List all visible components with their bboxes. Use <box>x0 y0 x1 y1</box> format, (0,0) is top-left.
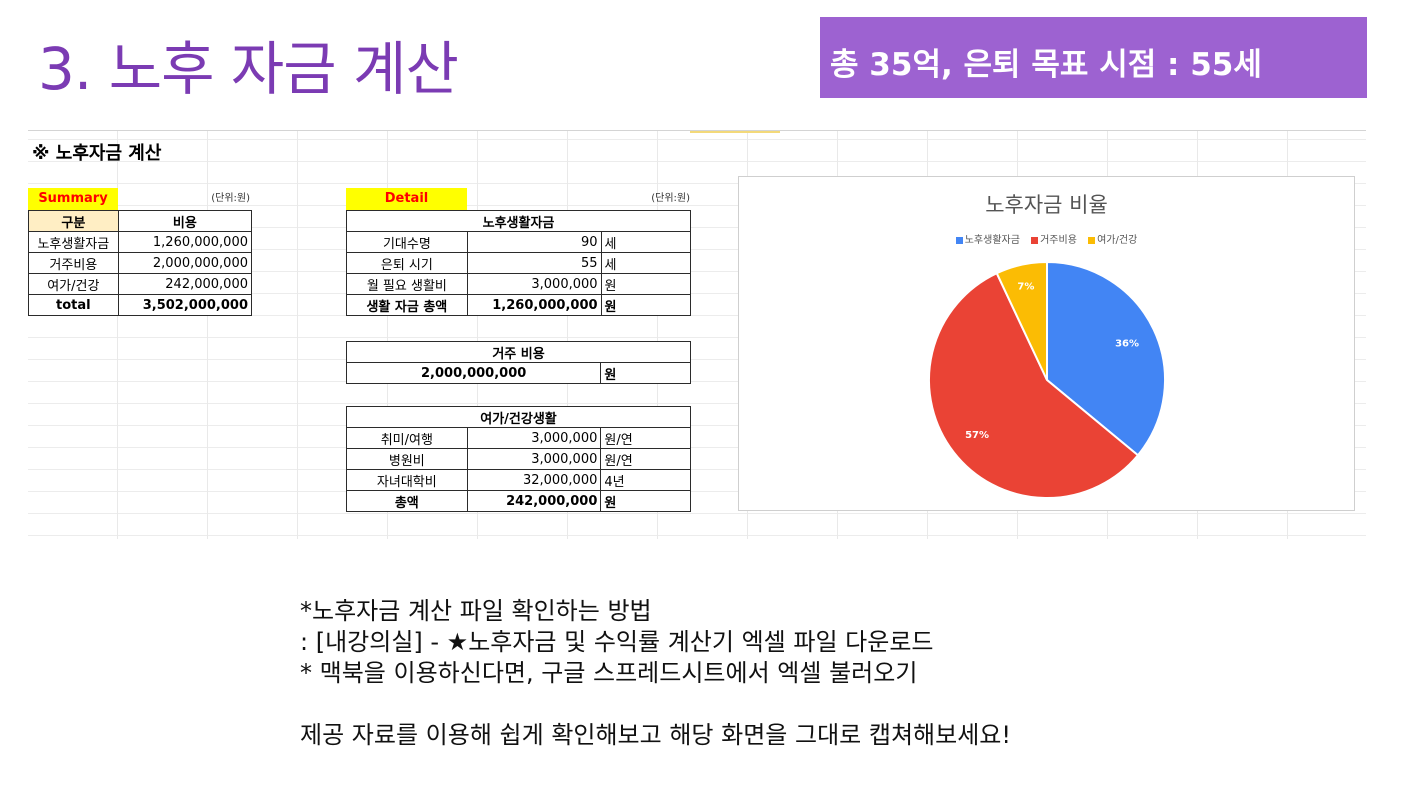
detail-item: 은퇴 시기 <box>346 252 468 274</box>
housing-header: 거주 비용 <box>346 341 691 363</box>
detail-unit-cell: 세 <box>600 231 692 253</box>
summary-total-label: total <box>28 294 119 316</box>
detail-unit-cell: 원/연 <box>600 448 691 470</box>
table-row: 자녀대학비 32,000,000 4년 <box>346 469 691 491</box>
pie-label-0: 36% <box>1115 338 1139 349</box>
spreadsheet-screenshot: ※ 노후자금 계산 Summary (단위:원) 구분 비용 노후생활자금 1,… <box>28 130 1366 539</box>
note-line: *노후자금 계산 파일 확인하는 방법 <box>300 597 652 625</box>
pie-slice-1[interactable] <box>928 271 1140 499</box>
goal-banner: 총 35억, 은퇴 목표 시점 : 55세 <box>820 17 1367 98</box>
summary-table: 구분 비용 노후생활자금 1,260,000,000 거주비용 2,000,00… <box>28 210 253 316</box>
detail-total-value: 1,260,000,000 <box>466 294 602 316</box>
detail-unit-cell: 원/연 <box>600 427 691 449</box>
legend-item: 여가/건강 <box>1088 231 1137 246</box>
detail-total-value: 242,000,000 <box>466 490 602 512</box>
note-line: : [내강의실] - ★노후자금 및 수익률 계산기 엑셀 파일 다운로드 <box>300 628 934 656</box>
summary-header-row: 구분 비용 <box>28 210 253 232</box>
table-row: 병원비 3,000,000 원/연 <box>346 448 691 470</box>
detail-total-label: 생활 자금 총액 <box>346 294 468 316</box>
pie-slice-0[interactable] <box>1046 260 1166 457</box>
legend-swatch-0 <box>955 236 963 244</box>
detail-value: 32,000,000 <box>466 469 602 491</box>
summary-label: Summary <box>28 188 118 210</box>
detail-value: 3,000,000 <box>466 427 602 449</box>
living-fund-header: 노후생활자금 <box>346 210 691 232</box>
detail-value: 3,000,000 <box>466 448 602 470</box>
summary-total-row: total 3,502,000,000 <box>28 294 253 316</box>
summary-header-category: 구분 <box>28 210 119 232</box>
note-line: * 맥북을 이용하신다면, 구글 스프레드시트에서 엑셀 불러오기 <box>300 659 918 687</box>
legend-item: 노후생활자금 <box>955 231 1020 246</box>
leisure-table: 여가/건강생활 취미/여행 3,000,000 원/연 병원비 3,000,00… <box>346 406 691 512</box>
detail-total-label: 총액 <box>346 490 468 512</box>
living-total-row: 생활 자금 총액 1,260,000,000 원 <box>346 294 692 316</box>
chart-title: 노후자금 비율 <box>985 193 1108 217</box>
table-row: 취미/여행 3,000,000 원/연 <box>346 427 691 449</box>
detail-item: 월 필요 생활비 <box>346 273 468 295</box>
detail-unit-cell: 4년 <box>600 469 691 491</box>
table-row: 기대수명 90 세 <box>346 231 692 253</box>
summary-total-value: 3,502,000,000 <box>117 294 253 316</box>
table-row: 은퇴 시기 55 세 <box>346 252 692 274</box>
table-row: 거주비용 2,000,000,000 <box>28 252 253 274</box>
detail-total-unit: 원 <box>600 490 691 512</box>
chart-legend: 노후생활자금 거주비용 여가/건강 <box>739 231 1354 246</box>
legend-label: 거주비용 <box>1040 235 1077 246</box>
leisure-total-row: 총액 242,000,000 원 <box>346 490 691 512</box>
detail-unit-cell: 세 <box>600 252 692 274</box>
legend-swatch-1 <box>1031 236 1039 244</box>
pie-label-1: 57% <box>965 430 989 441</box>
detail-value: 55 <box>466 252 602 274</box>
living-fund-table: 노후생활자금 기대수명 90 세 은퇴 시기 55 세 월 필요 생활비 3,0… <box>346 210 692 316</box>
detail-item: 자녀대학비 <box>346 469 468 491</box>
table-row: 노후생활자금 1,260,000,000 <box>28 231 253 253</box>
instructions: *노후자금 계산 파일 확인하는 방법 : [내강의실] - ★노후자금 및 수… <box>300 596 1011 751</box>
summary-value: 2,000,000,000 <box>117 252 253 274</box>
table-row: 월 필요 생활비 3,000,000 원 <box>346 273 692 295</box>
pie-chart: 36% 57% 7% <box>928 260 1166 499</box>
cell-selection-indicator <box>690 131 780 133</box>
housing-value: 2,000,000,000 <box>345 362 602 384</box>
summary-value: 1,260,000,000 <box>117 231 253 253</box>
note-line: 제공 자료를 이용해 쉽게 확인해보고 해당 화면을 그대로 캡쳐해보세요! <box>300 721 1011 749</box>
table-row: 2,000,000,000 원 <box>345 362 691 384</box>
leisure-header: 여가/건강생활 <box>346 406 691 428</box>
note-line <box>300 689 1011 720</box>
housing-unit: 원 <box>600 362 691 384</box>
detail-unit: (단위:원) <box>651 193 690 204</box>
detail-item: 병원비 <box>346 448 468 470</box>
sheet-title: ※ 노후자금 계산 <box>32 143 162 164</box>
detail-unit-cell: 원 <box>600 273 692 295</box>
detail-value: 3,000,000 <box>466 273 602 295</box>
pie-slice-2[interactable] <box>995 260 1048 381</box>
table-row: 여가/건강 242,000,000 <box>28 273 253 295</box>
legend-label: 여가/건강 <box>1097 235 1138 246</box>
slide-title: 3. 노후 자금 계산 <box>38 35 459 103</box>
summary-value: 242,000,000 <box>117 273 253 295</box>
summary-unit: (단위:원) <box>211 193 250 204</box>
detail-item: 취미/여행 <box>346 427 468 449</box>
summary-item: 거주비용 <box>28 252 119 274</box>
housing-table: 거주 비용 2,000,000,000 원 <box>345 341 691 384</box>
pie-chart-panel[interactable]: 노후자금 비율 노후생활자금 거주비용 여가/건강 36% 57% 7% <box>738 176 1355 511</box>
legend-label: 노후생활자금 <box>964 235 1020 246</box>
summary-header-cost: 비용 <box>117 210 253 232</box>
pie-label-2: 7% <box>1017 282 1034 293</box>
legend-item: 거주비용 <box>1031 231 1077 246</box>
detail-value: 90 <box>466 231 602 253</box>
legend-swatch-2 <box>1088 236 1096 244</box>
summary-item: 노후생활자금 <box>28 231 119 253</box>
summary-item: 여가/건강 <box>28 273 119 295</box>
detail-label: Detail <box>346 188 467 210</box>
detail-item: 기대수명 <box>346 231 468 253</box>
detail-total-unit: 원 <box>600 294 692 316</box>
